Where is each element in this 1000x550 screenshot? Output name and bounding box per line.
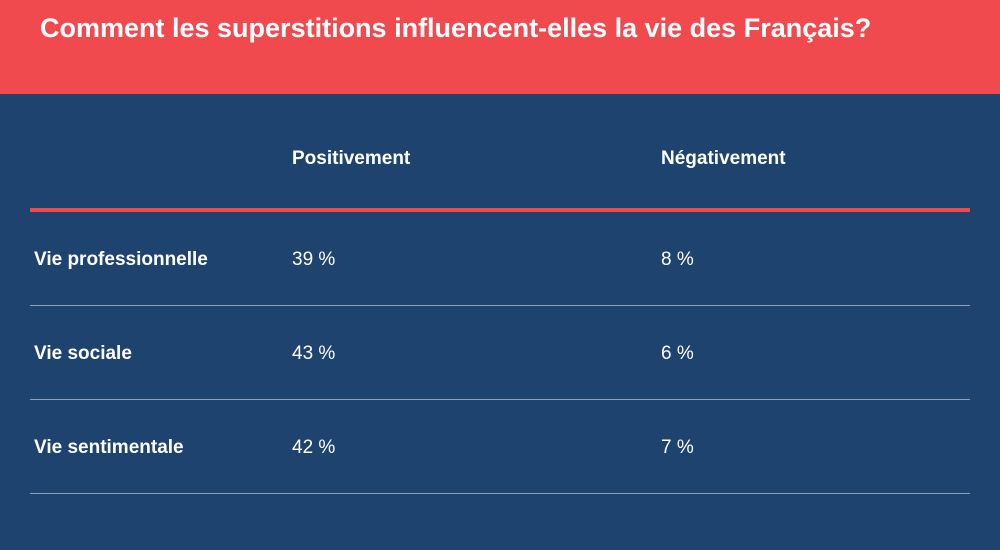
value-positivement: 39 % — [292, 249, 336, 270]
row-divider — [30, 399, 970, 400]
header-divider — [30, 208, 970, 212]
data-table: Positivement Négativement Vie profession… — [0, 94, 1000, 550]
table-row: Vie sentimentale 42 % 7 % — [30, 400, 970, 494]
table-row: Vie sociale 43 % 6 % — [30, 306, 970, 400]
row-label: Vie sentimentale — [34, 437, 184, 458]
value-negativement: 7 % — [661, 437, 694, 458]
row-label: Vie professionnelle — [34, 249, 208, 270]
value-negativement: 6 % — [661, 343, 694, 364]
value-positivement: 42 % — [292, 437, 336, 458]
column-header-positivement: Positivement — [292, 148, 411, 169]
row-label: Vie sociale — [34, 343, 132, 364]
value-positivement: 43 % — [292, 343, 336, 364]
row-divider — [30, 305, 970, 306]
column-header-negativement: Négativement — [661, 148, 786, 169]
table-row: Vie professionnelle 39 % 8 % — [30, 212, 970, 306]
row-divider — [30, 493, 970, 494]
chart-title: Comment les superstitions influencent-el… — [40, 13, 872, 43]
title-banner: Comment les superstitions influencent-el… — [0, 0, 1000, 94]
value-negativement: 8 % — [661, 249, 694, 270]
